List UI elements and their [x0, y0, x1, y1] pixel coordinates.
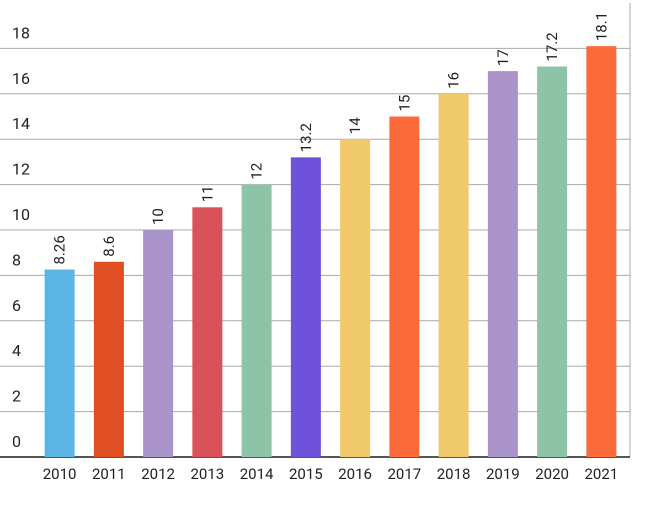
y-tick-label: 6 — [12, 296, 21, 315]
value-label: 8.6 — [100, 236, 118, 257]
bar — [389, 116, 420, 457]
x-tick-label: 2013 — [191, 465, 225, 483]
x-tick-label: 2016 — [338, 465, 372, 483]
x-tick-label: 2019 — [486, 465, 520, 483]
bar — [241, 184, 272, 457]
y-tick-label: 8 — [12, 250, 21, 269]
x-tick-label: 2017 — [388, 465, 422, 483]
y-tick-label: 2 — [12, 387, 21, 406]
bar — [93, 261, 124, 457]
x-tick-label: 2015 — [289, 465, 323, 483]
bar — [192, 207, 223, 457]
x-tick-label: 2011 — [92, 465, 126, 483]
x-tick-label: 2021 — [585, 465, 619, 483]
value-label: 18.1 — [592, 12, 610, 41]
value-label: 17 — [494, 49, 512, 66]
y-tick-label: 10 — [12, 205, 30, 224]
x-tick-label: 2018 — [437, 465, 471, 483]
x-tick-label: 2014 — [240, 465, 274, 483]
y-tick-label: 16 — [12, 69, 30, 88]
y-tick-label: 0 — [12, 432, 21, 451]
value-label: 8.26 — [51, 235, 69, 264]
bar — [44, 269, 75, 457]
bar — [487, 71, 518, 457]
bar — [290, 157, 321, 458]
bar — [537, 66, 568, 457]
bar — [438, 93, 469, 458]
y-tick-label: 18 — [12, 23, 30, 42]
bar — [586, 46, 617, 457]
value-label: 12 — [248, 163, 266, 180]
value-label: 14 — [346, 117, 364, 134]
value-label: 10 — [149, 208, 167, 225]
x-tick-label: 2010 — [43, 465, 77, 483]
bar — [340, 139, 371, 457]
value-label: 11 — [198, 185, 216, 202]
y-tick-label: 4 — [12, 341, 21, 360]
value-label: 17.2 — [543, 32, 561, 61]
value-label: 16 — [445, 72, 463, 89]
bar — [143, 230, 174, 457]
x-tick-label: 2012 — [141, 465, 175, 483]
y-tick-label: 14 — [12, 114, 30, 133]
y-tick-label: 12 — [12, 160, 30, 179]
x-tick-label: 2020 — [535, 465, 569, 483]
value-label: 13.2 — [297, 123, 315, 152]
value-label: 15 — [395, 95, 413, 112]
